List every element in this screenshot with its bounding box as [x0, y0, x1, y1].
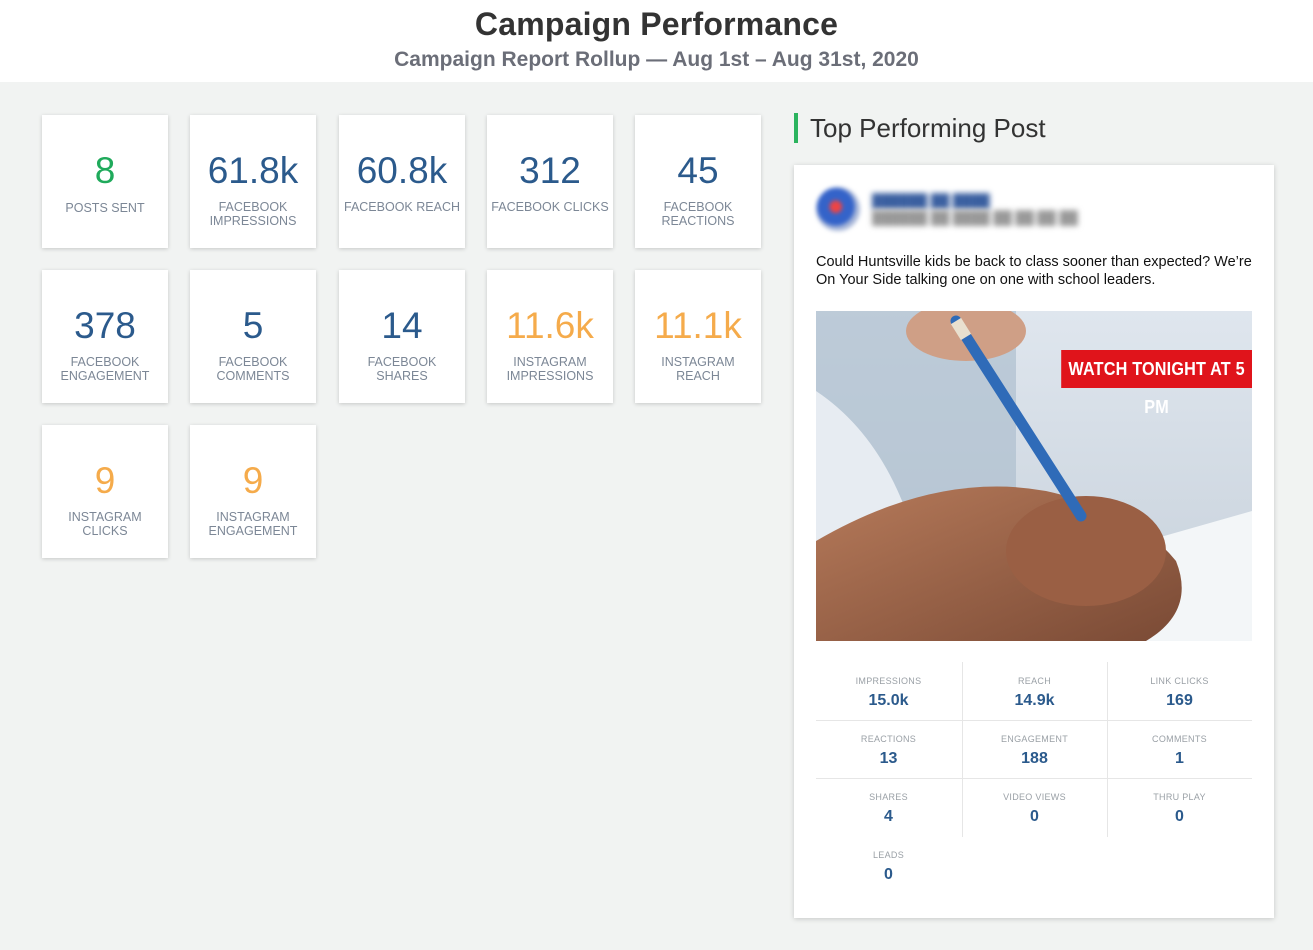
metric-label: FACEBOOK IMPRESSIONS [209, 200, 297, 228]
metric-card-instagram-impressions: 11.6k INSTAGRAM IMPRESSIONS [487, 270, 613, 403]
page-title: Campaign Performance [474, 6, 839, 42]
metric-label: INSTAGRAM CLICKS [68, 510, 142, 538]
stat-link-clicks: LINK CLICKS 169 [1107, 662, 1252, 720]
metric-card-instagram-reach: 11.1k INSTAGRAM REACH [635, 270, 761, 403]
metric-card-facebook-shares: 14 FACEBOOK SHARES [339, 270, 465, 403]
stat-video-views: VIDEO VIEWS 0 [962, 778, 1107, 836]
report-header: Campaign Performance Campaign Report Rol… [0, 0, 1313, 82]
stat-label: COMMENTS [1152, 734, 1207, 744]
metric-label: FACEBOOK ENGAGEMENT [60, 355, 150, 383]
metric-card-facebook-engagement: 378 FACEBOOK ENGAGEMENT [42, 270, 168, 403]
post-image[interactable]: WATCH TONIGHT AT 5 PM [816, 311, 1252, 641]
stat-leads: LEADS 0 [816, 836, 961, 894]
metric-value: 9 [94, 460, 116, 501]
metric-label: INSTAGRAM REACH [661, 355, 735, 383]
metric-card-facebook-clicks: 312 FACEBOOK CLICKS [487, 115, 613, 248]
metric-card-facebook-comments: 5 FACEBOOK COMMENTS [190, 270, 316, 403]
metric-label: FACEBOOK CLICKS [491, 200, 609, 214]
post-text: Could Huntsville kids be back to class s… [816, 254, 1252, 288]
metric-card-instagram-engagement: 9 INSTAGRAM ENGAGEMENT [190, 425, 316, 558]
metric-label: FACEBOOK REACH [344, 200, 460, 214]
metric-label: INSTAGRAM IMPRESSIONS [506, 355, 594, 383]
top-post-section-title: Top Performing Post [794, 113, 1046, 143]
metric-label: FACEBOOK COMMENTS [216, 355, 290, 383]
stat-label: SHARES [869, 792, 908, 802]
metric-value: 61.8k [207, 150, 299, 191]
metric-card-facebook-reach: 60.8k FACEBOOK REACH [339, 115, 465, 248]
account-name-blurred: ██████ ██ ████ [872, 193, 990, 208]
metric-value: 8 [94, 150, 116, 191]
metric-label: INSTAGRAM ENGAGEMENT [208, 510, 298, 538]
stat-thru-play: THRU PLAY 0 [1107, 778, 1252, 836]
metric-card-facebook-reactions: 45 FACEBOOK REACTIONS [635, 115, 761, 248]
stat-value: 0 [884, 866, 893, 883]
metric-card-posts-sent: 8 POSTS SENT [42, 115, 168, 248]
stat-label: VIDEO VIEWS [1003, 792, 1066, 802]
metric-label: FACEBOOK REACTIONS [661, 200, 735, 228]
stat-value: 0 [1030, 808, 1039, 825]
metric-value: 45 [677, 150, 719, 191]
stat-value: 4 [884, 808, 893, 825]
stat-label: IMPRESSIONS [855, 676, 922, 686]
stat-value: 1 [1175, 750, 1184, 767]
stat-value: 13 [879, 750, 898, 767]
stat-shares: SHARES 4 [816, 778, 961, 836]
stat-value: 169 [1166, 692, 1193, 709]
stat-label: LEADS [872, 850, 904, 860]
top-post-card: ██████ ██ ████ ██████ ██ ████ ██ ██:██ █… [794, 165, 1274, 918]
metric-card-instagram-clicks: 9 INSTAGRAM CLICKS [42, 425, 168, 558]
stat-value: 188 [1021, 750, 1048, 767]
stat-reactions: REACTIONS 13 [816, 720, 961, 778]
post-date-blurred: ██████ ██ ████ ██ ██:██ ██ [872, 210, 1078, 225]
stat-value: 15.0k [868, 692, 909, 709]
metric-value: 312 [519, 150, 581, 191]
page-subtitle: Campaign Report Rollup — Aug 1st – Aug 3… [394, 48, 919, 71]
stat-label: LINK CLICKS [1150, 676, 1209, 686]
stat-engagement: ENGAGEMENT 188 [962, 720, 1107, 778]
metric-value: 5 [242, 305, 264, 346]
stat-label: REACTIONS [860, 734, 917, 744]
stat-label: REACH [1017, 676, 1051, 686]
stat-value: 14.9k [1014, 692, 1055, 709]
stat-label: ENGAGEMENT [1000, 734, 1068, 744]
image-banner: WATCH TONIGHT AT 5 PM [1061, 350, 1252, 417]
metric-label: FACEBOOK SHARES [367, 355, 437, 383]
metric-value: 14 [381, 305, 423, 346]
metric-label: POSTS SENT [65, 201, 145, 215]
metric-value: 378 [74, 305, 136, 346]
stat-reach: REACH 14.9k [962, 662, 1107, 720]
metric-value: 60.8k [356, 150, 448, 191]
stat-value: 0 [1175, 808, 1184, 825]
metric-card-facebook-impressions: 61.8k FACEBOOK IMPRESSIONS [190, 115, 316, 248]
stat-label: THRU PLAY [1153, 792, 1206, 802]
stat-impressions: IMPRESSIONS 15.0k [816, 662, 961, 720]
metric-value: 11.6k [506, 305, 594, 346]
metric-value: 9 [242, 460, 264, 501]
account-avatar [816, 187, 860, 231]
metric-value: 11.1k [654, 305, 742, 346]
post-image-illustration [816, 311, 1252, 641]
stat-comments: COMMENTS 1 [1107, 720, 1252, 778]
